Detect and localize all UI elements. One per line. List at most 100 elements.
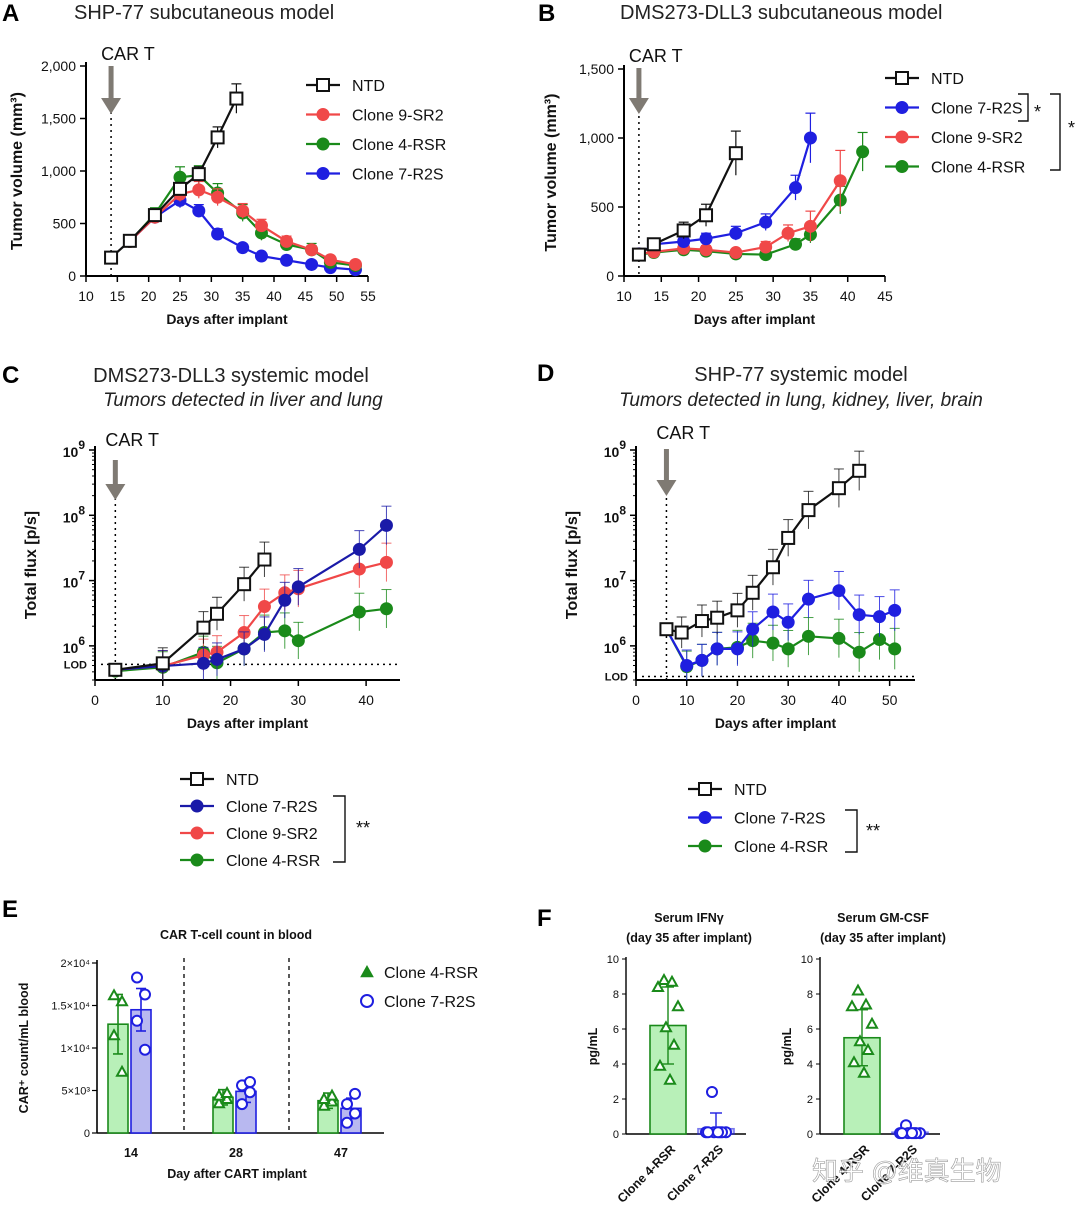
x-axis-title: Days after implant [715, 715, 837, 731]
clone-7-r2s-point [699, 232, 713, 246]
ntd-point [801, 503, 816, 518]
panel-label: B [538, 0, 555, 27]
x-tick-label: 10 [679, 692, 695, 708]
y-tick-label: 1,000 [41, 163, 76, 179]
y-tick-label: 8 [807, 989, 813, 1001]
chart-title-d: SHP-77 systemic model [694, 364, 907, 386]
ntd-point [191, 167, 206, 182]
chart-title-e: CAR T-cell count in blood [160, 928, 312, 942]
ntd-point [745, 585, 760, 600]
y-tick-label: 1,000 [579, 130, 614, 146]
lod-label: LOD [605, 671, 628, 683]
y-axis-title: Total flux [p/s] [564, 511, 581, 619]
ntd-point [104, 250, 119, 265]
chart-title-b: DMS273-DLL3 subcutaneous model [620, 2, 942, 24]
clone-7-r2s-point [730, 642, 744, 656]
legend-marker [698, 811, 712, 824]
ntd-point [852, 463, 867, 478]
data-point [847, 1055, 861, 1068]
x-tick-label: 10 [78, 288, 94, 304]
y-axis-title: CAR⁺ count/mL blood [17, 983, 31, 1114]
y-axis-title: Tumor volume (mm³) [9, 92, 26, 250]
legend-marker [316, 108, 330, 121]
clone-7-r2s-point [254, 249, 268, 263]
car-t-arrow-head [628, 98, 649, 114]
clone-7-r2s-point [291, 580, 305, 594]
clone-4-rsr-point [173, 170, 187, 184]
clone-7-r2s-point [210, 652, 224, 666]
data-point [244, 1076, 256, 1088]
ntd-point [674, 625, 689, 640]
data-point [706, 1086, 718, 1098]
data-point [220, 1085, 234, 1099]
clone-7-r2s-point [729, 226, 743, 240]
y-tick-label: 0 [68, 268, 76, 284]
data-point [702, 1126, 714, 1139]
legend-label: Clone 4-RSR [384, 965, 478, 982]
x-tick-label: 0 [91, 692, 99, 708]
x-tick-label: 45 [877, 288, 893, 304]
legend-label: Clone 7-R2S [734, 811, 826, 828]
data-point [139, 1043, 151, 1056]
x-tick-label: 25 [172, 288, 188, 304]
clone-7-r2s-point [305, 257, 319, 271]
y-tick-label: 10 [801, 954, 813, 966]
ntd-point [631, 247, 646, 262]
y-tick-label: 6 [807, 1024, 813, 1036]
y-tick-label: 1×10⁴ [60, 1043, 90, 1055]
chart-title-f: Serum IFNγ [654, 911, 724, 925]
y-tick-label: 0 [606, 268, 614, 284]
ntd-line [666, 469, 860, 634]
data-point [853, 1034, 867, 1047]
legend-marker [360, 964, 374, 978]
x-tick-label: 14 [124, 1146, 138, 1160]
clone-7-r2s-point [680, 659, 694, 673]
ntd-point [659, 622, 674, 637]
x-tick-label: 40 [840, 288, 856, 304]
legend-marker [316, 78, 330, 92]
clone-7-r2s-point [888, 603, 902, 617]
y-tick-label: 4 [613, 1059, 619, 1071]
y-tick-label: 1.5×10⁴ [51, 1001, 90, 1013]
legend-marker [698, 839, 712, 853]
legend-label: NTD [352, 78, 385, 95]
ntd-point [155, 656, 170, 671]
y-tick-label: 2×10⁴ [60, 958, 90, 970]
ntd-point [646, 237, 661, 252]
ntd-point [196, 620, 211, 635]
legend-marker [360, 994, 374, 1008]
clone-7-r2s-point [192, 204, 206, 218]
x-tick-label: 55 [360, 288, 376, 304]
clone-4-rsr-point [781, 642, 795, 656]
clone-9-sr2-point [211, 190, 225, 204]
data-point [671, 999, 685, 1012]
data-point [851, 983, 865, 996]
x-tick-label: 45 [298, 288, 314, 304]
y-tick-label: 500 [53, 216, 77, 232]
y-tick-label: 109 [604, 438, 627, 460]
clone-9-sr2-point [348, 257, 362, 271]
legend-marker [316, 167, 330, 180]
x-tick-label: 40 [831, 692, 847, 708]
y-tick-label: 0 [807, 1129, 813, 1141]
clone-9-sr2-point [192, 183, 206, 197]
x-tick-label: 20 [141, 288, 157, 304]
clone-7-r2s-point [695, 653, 709, 667]
data-point [653, 1058, 667, 1071]
clone-7-r2s-point [379, 518, 393, 532]
clone-4-rsr-point [872, 633, 886, 647]
legend-label: Clone 4-RSR [734, 839, 828, 856]
legend-marker [895, 160, 909, 173]
x-tick-label: 20 [691, 288, 707, 304]
x-tick-label: 50 [329, 288, 345, 304]
ntd-point [210, 606, 224, 621]
data-point [896, 1127, 908, 1140]
data-point [906, 1127, 918, 1140]
significance-bracket-b2 [1050, 93, 1061, 171]
clone-7-r2s-point [352, 542, 366, 556]
clone-9-sr2-point [699, 243, 713, 257]
legend-marker [895, 71, 909, 85]
ntd-point [237, 577, 252, 592]
x-tick-label: 30 [291, 692, 307, 708]
